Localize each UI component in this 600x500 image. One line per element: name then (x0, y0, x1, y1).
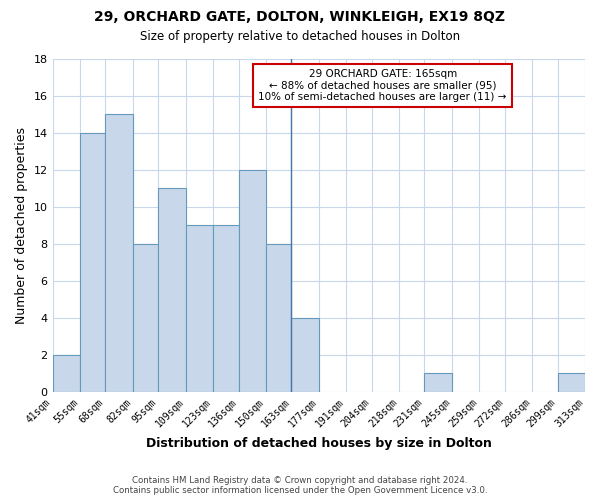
Bar (158, 188, 185, 392)
Bar (80, 133, 106, 392)
Text: 29 ORCHARD GATE: 165sqm
← 88% of detached houses are smaller (95)
10% of semi-de: 29 ORCHARD GATE: 165sqm ← 88% of detache… (259, 69, 507, 102)
Bar (557, 374, 585, 392)
Bar (106, 114, 133, 392)
Bar (266, 244, 292, 392)
Bar (53, 355, 80, 392)
Text: 29, ORCHARD GATE, DOLTON, WINKLEIGH, EX19 8QZ: 29, ORCHARD GATE, DOLTON, WINKLEIGH, EX1… (95, 10, 505, 24)
X-axis label: Distribution of detached houses by size in Dolton: Distribution of detached houses by size … (146, 437, 492, 450)
Bar (239, 170, 266, 392)
Text: Size of property relative to detached houses in Dolton: Size of property relative to detached ho… (140, 30, 460, 43)
Text: Contains HM Land Registry data © Crown copyright and database right 2024.
Contai: Contains HM Land Registry data © Crown c… (113, 476, 487, 495)
Bar (213, 226, 239, 392)
Bar (424, 374, 452, 392)
Y-axis label: Number of detached properties: Number of detached properties (15, 127, 28, 324)
Bar (133, 244, 158, 392)
Bar (185, 226, 213, 392)
Bar (292, 318, 319, 392)
